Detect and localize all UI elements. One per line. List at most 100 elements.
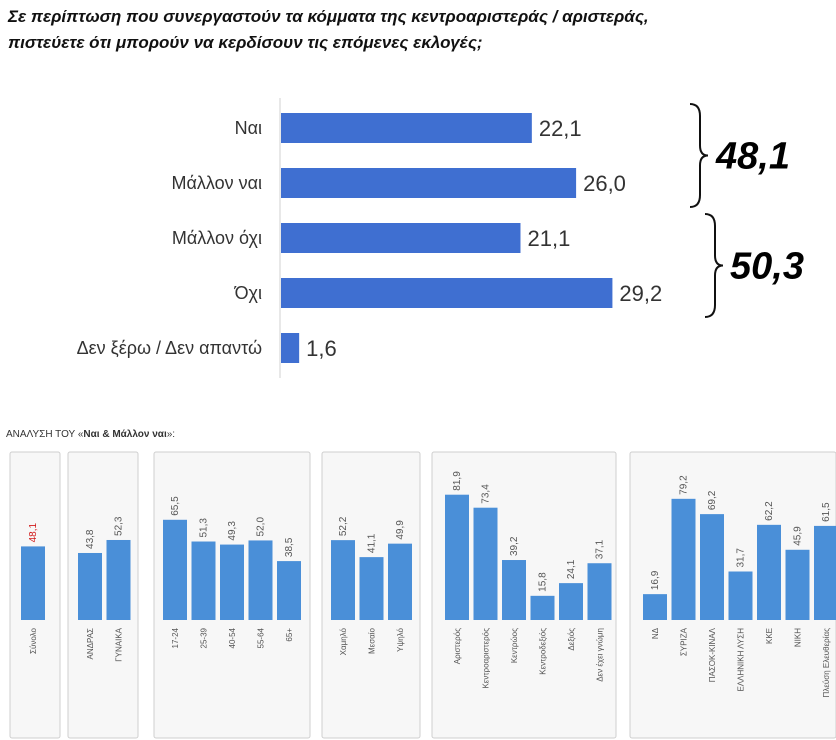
main-bar-chart: Ναι 22,1 Μάλλον ναι 26,0 Μάλλον όχι 21,1 Όχι 29…	[77, 98, 804, 378]
breakdown-category-label: ΠΑΣΟΚ-ΚΙΝΑΛ	[708, 627, 717, 682]
breakdown-bar	[530, 595, 555, 620]
category-label: Δεν ξέρω / Δεν απαντώ	[77, 338, 262, 358]
breakdown-category-label: Κεντροαριστερός	[482, 628, 491, 689]
value-label: 1,6	[306, 336, 337, 361]
category-label: Ναι	[235, 118, 262, 138]
breakdown-value-label: 52,0	[256, 517, 267, 537]
breakdown-bar	[331, 540, 355, 620]
breakdown-value-label: 49,9	[395, 520, 406, 540]
breakdown-value-label: 51,3	[199, 518, 210, 538]
breakdown-bar	[445, 494, 469, 620]
breakdown-value-label: 52,2	[338, 516, 349, 536]
breakdown-value-label: 15,8	[538, 572, 549, 592]
bar	[281, 168, 577, 198]
breakdown-bar	[78, 552, 102, 620]
title-line-2: πιστεύετε ότι μπορούν να κερδίσουν τις ε…	[8, 33, 483, 52]
breakdown-value-label: 62,2	[764, 501, 775, 521]
breakdown-bar-chart: ΑΝΑΛΥΣΗ ΤΟΥ «Ναι & Μάλλον ναι»: 48,1 Σύνολ…	[6, 429, 836, 739]
breakdown-bar	[671, 498, 696, 620]
breakdown-value-label: 52,3	[114, 516, 125, 536]
group-brace	[704, 213, 724, 318]
breakdown-group-panel	[67, 451, 139, 739]
value-label: 21,1	[527, 226, 570, 251]
breakdown-bar	[21, 546, 45, 620]
breakdown-category-label: Δεξιός	[567, 628, 576, 651]
breakdown-value-label: 65,5	[170, 496, 181, 516]
breakdown-category-label: Δεν έχει γνώμη	[596, 628, 605, 682]
breakdown-bar	[757, 524, 781, 620]
breakdown-bar	[643, 594, 667, 620]
breakdown-category-label: 17-24	[171, 627, 180, 648]
breakdown-bar	[502, 560, 526, 620]
group-brace	[689, 103, 709, 208]
breakdown-category-label: ΣΥΡΙΖΑ	[680, 627, 689, 656]
breakdown-bar	[248, 540, 273, 620]
breakdown-value-label: 73,4	[481, 484, 492, 504]
breakdown-bar	[106, 539, 131, 620]
breakdown-category-label: ΚΚΕ	[765, 628, 774, 644]
breakdown-bar	[220, 544, 244, 620]
breakdown-bar	[785, 549, 810, 620]
breakdown-bar	[191, 541, 216, 620]
breakdown-category-label: ΝΙΚΗ	[794, 628, 803, 647]
breakdown-bar	[388, 543, 412, 620]
breakdown-bar	[559, 583, 583, 620]
breakdown-bar	[473, 507, 498, 620]
breakdown-bar	[814, 525, 836, 620]
breakdown-bar	[587, 563, 612, 620]
value-label: 22,1	[539, 116, 582, 141]
breakdown-category-label: Υψηλό	[396, 627, 405, 651]
breakdown-title-bold: Ναι & Μάλλον ναι	[83, 429, 167, 440]
value-label: 26,0	[583, 171, 626, 196]
breakdown-value-label: 48,1	[28, 523, 39, 543]
breakdown-value-label: 31,7	[736, 548, 747, 568]
breakdown-bar	[700, 514, 724, 620]
group-total-label: 50,3	[730, 246, 804, 288]
chart-title: Σε περίπτωση που συνεργαστούν τα κόμματα…	[8, 4, 828, 56]
breakdown-category-label: Μεσαίο	[368, 627, 377, 654]
breakdown-category-label: Κεντρώος	[510, 628, 519, 663]
bar	[281, 333, 300, 363]
value-label: 29,2	[619, 281, 662, 306]
bar	[281, 113, 532, 143]
breakdown-value-label: 43,8	[85, 529, 96, 549]
breakdown-value-label: 41,1	[367, 533, 378, 553]
breakdown-bar	[359, 557, 384, 620]
breakdown-category-label: ΑΝΔΡΑΣ	[86, 628, 95, 660]
breakdown-category-label: 40-54	[228, 627, 237, 648]
breakdown-category-label: Πλεύση Ελευθερίας	[822, 628, 831, 698]
breakdown-category-label: 25-39	[200, 627, 209, 648]
bar	[281, 278, 613, 308]
breakdown-bar	[163, 519, 187, 620]
breakdown-value-label: 61,5	[821, 502, 832, 522]
breakdown-category-label: Χαμηλό	[339, 627, 348, 655]
breakdown-title: ΑΝΑΛΥΣΗ ΤΟΥ «Ναι & Μάλλον ναι»:	[6, 429, 175, 440]
breakdown-value-label: 38,5	[284, 537, 295, 557]
breakdown-value-label: 37,1	[595, 539, 606, 559]
breakdown-title-suffix: »:	[167, 429, 175, 440]
breakdown-value-label: 49,3	[227, 521, 238, 541]
breakdown-category-label: 65+	[285, 628, 294, 642]
group-total-label: 48,1	[715, 136, 790, 178]
breakdown-category-label: ΓΥΝΑΙΚΑ	[115, 627, 124, 661]
breakdown-bar	[728, 571, 753, 620]
breakdown-title-prefix: ΑΝΑΛΥΣΗ ΤΟΥ «	[6, 429, 84, 440]
breakdown-value-label: 24,1	[566, 559, 577, 579]
breakdown-category-label: Αριστερός	[453, 628, 462, 664]
breakdown-value-label: 79,2	[679, 475, 690, 495]
breakdown-category-label: Σύνολο	[29, 627, 38, 653]
bar	[281, 223, 521, 253]
breakdown-category-label: ΕΛΛΗΝΙΚΗ ΛΥΣΗ	[737, 628, 746, 692]
breakdown-category-label: ΝΔ	[651, 627, 660, 639]
category-label: Μάλλον ναι	[171, 173, 262, 193]
category-label: Όχι	[234, 283, 262, 303]
breakdown-value-label: 69,2	[707, 490, 718, 510]
breakdown-value-label: 81,9	[452, 471, 463, 491]
breakdown-value-label: 39,2	[509, 536, 520, 556]
breakdown-category-label: 55-64	[257, 627, 266, 648]
breakdown-bar	[277, 561, 301, 620]
title-line-1: Σε περίπτωση που συνεργαστούν τα κόμματα…	[8, 7, 649, 26]
category-label: Μάλλον όχι	[172, 228, 262, 248]
breakdown-value-label: 16,9	[650, 570, 661, 590]
